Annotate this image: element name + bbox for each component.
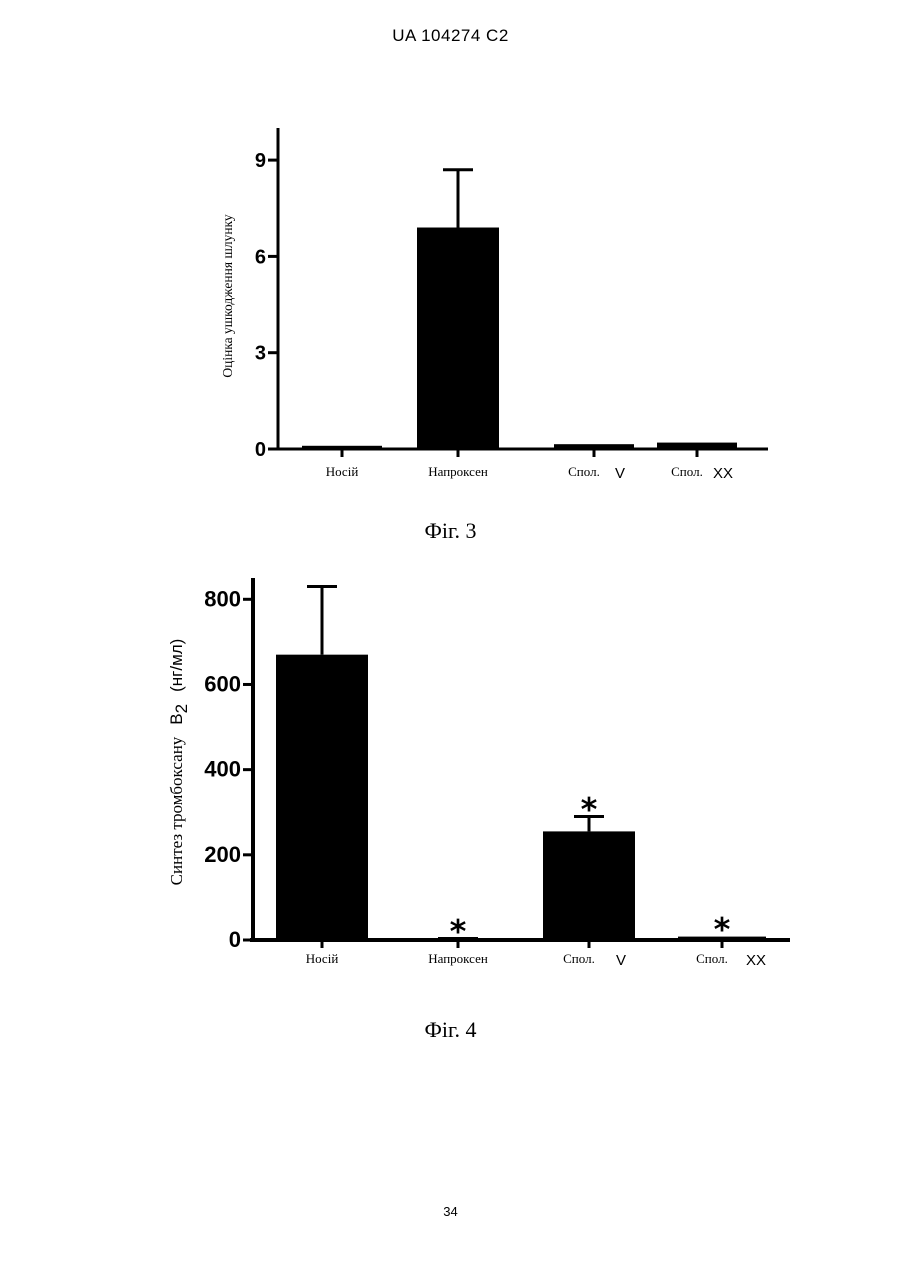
bar bbox=[276, 654, 368, 940]
category-label: Напроксен bbox=[428, 464, 488, 479]
bar bbox=[543, 831, 635, 940]
figure-3-chart: 0 3 6 9 Носій Напроксен Спол. V Спол. XX Оцінка … bbox=[220, 128, 768, 482]
y-tick-label: 6 bbox=[255, 246, 266, 268]
figure-3-caption: Фіг. 3 bbox=[424, 518, 477, 543]
category-suffix: XX bbox=[746, 952, 766, 969]
category-suffix: XX bbox=[713, 465, 733, 482]
category-label: Спол. bbox=[563, 951, 595, 966]
category-label: Спол. bbox=[568, 464, 600, 479]
bar bbox=[657, 442, 737, 449]
y-tick-label: 400 bbox=[204, 757, 241, 782]
category-suffix: V bbox=[616, 952, 626, 969]
y-axis-label: Оцінка ушкодження шлунку bbox=[220, 214, 235, 378]
bar bbox=[417, 227, 499, 449]
y-tick-label: 600 bbox=[204, 671, 241, 696]
document-header: UA 104274 C2 bbox=[392, 26, 509, 45]
category-label: Носій bbox=[326, 464, 359, 479]
bar bbox=[302, 445, 382, 449]
category-label: Напроксен bbox=[428, 951, 488, 966]
category-label: Спол. bbox=[696, 951, 728, 966]
y-axis-label: Синтез тромбоксануB2(нг/мл) bbox=[167, 639, 191, 886]
y-tick-label: 9 bbox=[255, 150, 266, 172]
category-label: Спол. bbox=[671, 464, 703, 479]
y-tick-label: 3 bbox=[255, 343, 266, 365]
page-number: 34 bbox=[443, 1204, 458, 1219]
category-label: Носій bbox=[306, 951, 339, 966]
y-tick-label: 0 bbox=[255, 439, 266, 461]
y-tick-label: 0 bbox=[229, 927, 241, 952]
y-tick-label: 200 bbox=[204, 842, 241, 867]
y-tick-label: 800 bbox=[204, 586, 241, 611]
figure-4-caption: Фіг. 4 bbox=[424, 1017, 477, 1042]
category-suffix: V bbox=[615, 465, 625, 482]
significance-marker: * bbox=[581, 790, 598, 828]
bar bbox=[554, 444, 634, 449]
